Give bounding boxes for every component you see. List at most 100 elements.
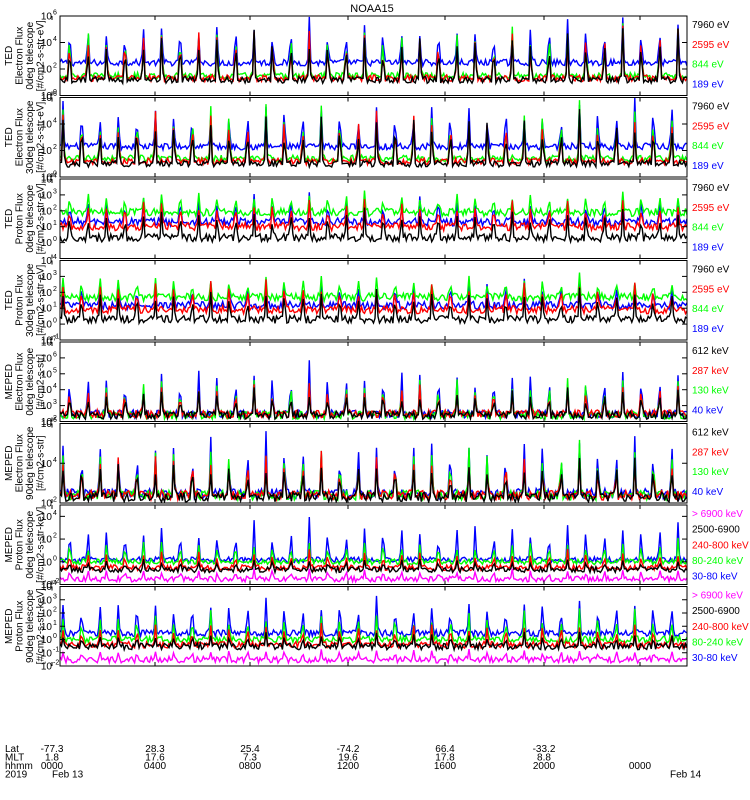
plot-frame [59, 178, 688, 259]
x-tick-hhmm: 1600 [434, 761, 457, 772]
y-tick-exponent: 0 [53, 236, 57, 243]
legend-entry: 287 keV [692, 366, 729, 377]
y-tick-exponent: 1 [53, 302, 57, 309]
y-tick-exponent: 6 [53, 10, 57, 17]
series-30-80-kev [60, 516, 687, 566]
series-40-kev [60, 360, 687, 421]
y-axis-label: MEPED Electron Flux 0deg telescope [#/cm2-s… [4, 347, 47, 415]
figure-title: NOAA15 [350, 3, 393, 15]
series--6900-kev [60, 568, 687, 585]
y-label-line: Electron Flux [15, 108, 26, 166]
legend-entry: 2500-6900 [692, 606, 740, 617]
y-tick-exponent: 2 [53, 63, 57, 70]
legend-entry: 612 keV [692, 428, 729, 439]
plot-frame [59, 504, 688, 585]
x-tick-mlt: 1.8 [45, 753, 59, 764]
y-tick-exponent: 6 [53, 91, 57, 98]
y-tick-exponent: 6 [53, 417, 57, 424]
y-tick-exponent: 6 [53, 351, 57, 358]
y-label-line: Electron Flux [15, 353, 26, 411]
y-tick-exponent: -1 [53, 334, 59, 341]
y-tick-exponent: 0 [53, 633, 57, 640]
x-tick-hhmm: 0400 [144, 761, 167, 772]
y-label-line: [#/cm2-s-str-eV] [36, 101, 47, 172]
y-tick-exponent: 2 [53, 144, 57, 151]
y-tick-exponent: -2 [53, 578, 59, 585]
legend-entry: 240-800 keV [692, 540, 749, 551]
y-tick-label: 10 [41, 338, 53, 349]
y-label-line: 0deg telescope [25, 184, 36, 252]
y-tick-exponent: 3 [53, 399, 57, 406]
series-2595-ev [60, 279, 687, 317]
y-tick-label: 10 [41, 272, 53, 283]
legend-entry: 2500-6900 [692, 525, 740, 536]
y-tick-exponent: 4 [53, 118, 57, 125]
x-tick-mlt: 8.8 [537, 753, 551, 764]
series-30-80-kev [60, 595, 687, 640]
legend-entry: 189 eV [692, 243, 724, 254]
y-tick-label: 10 [41, 304, 53, 315]
series-844-ev [60, 100, 687, 165]
y-tick-exponent: 4 [53, 580, 57, 587]
x-row-label: hhmm [5, 761, 33, 772]
y-tick-label: 10 [41, 609, 53, 620]
series-7960-ev [60, 28, 687, 86]
series-group [60, 595, 687, 666]
legend-entry: 130 keV [692, 386, 729, 397]
y-axis-label: MEPED Proton Flux 90deg telescope [#/cm2-s-… [4, 588, 47, 664]
legend-entry: 40 keV [692, 406, 723, 417]
y-tick-label: 10 [41, 535, 53, 546]
series-612-kev [60, 387, 687, 422]
x-tick-mlt: 17.6 [145, 753, 165, 764]
y-tick-exponent: 2 [53, 204, 57, 211]
y-tick-label: 10 [41, 288, 53, 299]
x-row-label: 2019 [5, 770, 28, 781]
x-row-label: MLT [5, 753, 24, 764]
y-tick-label: 10 [41, 419, 53, 430]
y-tick-label: 10 [41, 369, 53, 380]
legend-entry: 844 eV [692, 60, 724, 71]
y-tick-exponent: 2 [53, 415, 57, 422]
y-axis-label: TED Proton Flux 0deg telescope [#/cm2-s-str… [4, 183, 47, 254]
y-label-line: Proton Flux [15, 601, 26, 652]
series-2595-ev [60, 110, 687, 168]
y-tick-label: 10 [41, 622, 53, 633]
y-tick-exponent: 4 [53, 173, 57, 180]
y-tick-label: 10 [41, 499, 53, 510]
x-tick-hhmm: 0000 [41, 761, 64, 772]
y-label-line: MEPED [4, 445, 15, 481]
y-label-line: Proton Flux [15, 519, 26, 570]
y-label-line: TED [4, 209, 15, 229]
legend-entry: 240-800 keV [692, 622, 749, 633]
y-label-line: 0deg telescope [25, 510, 36, 578]
y-label-line: 0deg telescope [25, 347, 36, 415]
x-tick-hhmm: 0000 [629, 761, 652, 772]
y-tick-label: 10 [41, 38, 53, 49]
y-tick-exponent: 4 [53, 383, 57, 390]
y-tick-label: 10 [41, 238, 53, 249]
x-tick-date: Feb 13 [52, 770, 84, 781]
y-tick-exponent: 7 [53, 336, 57, 343]
y-tick-label: 10 [41, 12, 53, 23]
y-tick-exponent: -2 [53, 660, 59, 667]
legend-entry: 844 eV [692, 304, 724, 315]
y-label-line: [#/cm2-s-str-eV] [36, 264, 47, 335]
series-189-ev [60, 97, 687, 153]
series-group [60, 16, 687, 86]
series-130-kev [60, 439, 687, 503]
y-tick-label: 10 [41, 459, 53, 470]
legend-entry: 7960 eV [692, 102, 730, 113]
y-tick-label: 10 [41, 580, 53, 591]
y-label-line: [#/cm2-s-str-keV] [36, 588, 47, 664]
series-189-ev [60, 16, 687, 69]
y-label-line: MEPED [4, 527, 15, 563]
y-label-line: [#/cm2-s-str-eV] [36, 20, 47, 91]
y-tick-label: 10 [41, 190, 53, 201]
legend-entry: 30-80 keV [692, 653, 738, 664]
